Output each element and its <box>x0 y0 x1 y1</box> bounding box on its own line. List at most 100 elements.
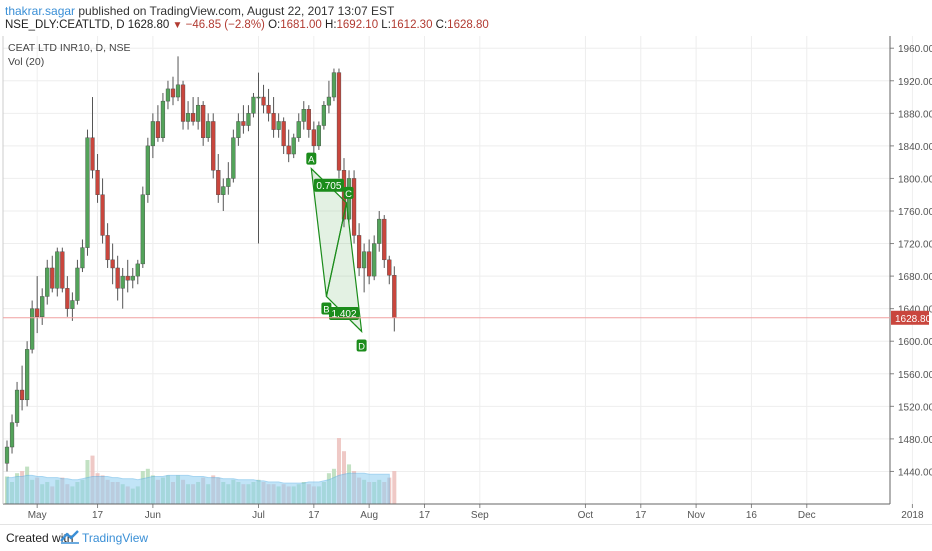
candle <box>145 137 150 203</box>
candle <box>85 129 90 256</box>
candle <box>326 80 332 114</box>
candle <box>90 97 95 179</box>
candle <box>120 267 125 309</box>
candle <box>206 113 211 142</box>
candle <box>190 97 196 126</box>
legend-main: CEAT LTD INR10, D, NSE <box>8 42 131 54</box>
candle <box>125 259 130 293</box>
svg-text:0.705: 0.705 <box>316 181 341 192</box>
x-tick-label: 2018 <box>901 510 924 521</box>
candle <box>256 72 261 244</box>
candle <box>276 113 281 138</box>
tradingview-logo-icon[interactable] <box>60 529 80 550</box>
pattern-ratio: 0.705 <box>313 178 344 192</box>
candle <box>25 341 30 407</box>
high-value: 1692.10 <box>336 19 379 31</box>
candle <box>55 247 60 297</box>
candle <box>201 101 206 146</box>
candle <box>351 170 357 244</box>
candle <box>301 101 306 130</box>
candle <box>241 105 246 134</box>
candle <box>226 162 231 195</box>
y-tick-label: 1440.00 <box>898 467 932 478</box>
x-tick-label: 17 <box>635 510 647 521</box>
high-label: H: <box>325 19 337 31</box>
candle <box>100 178 105 244</box>
candle <box>130 267 135 289</box>
volume-bar <box>392 471 397 504</box>
candle <box>95 154 100 203</box>
x-tick-label: May <box>28 510 47 521</box>
y-tick-label: 1680.00 <box>898 272 932 283</box>
author-link[interactable]: thakrar.sagar <box>5 4 76 18</box>
x-tick-label: 17 <box>419 510 431 521</box>
candle <box>70 292 75 321</box>
candle <box>45 259 50 305</box>
footer: Created with TradingView <box>0 524 932 551</box>
candle <box>35 276 40 334</box>
y-tick-label: 1880.00 <box>898 109 932 120</box>
grid <box>0 36 932 524</box>
candle <box>281 117 286 155</box>
x-tick-label: 17 <box>92 510 104 521</box>
tradingview-brand[interactable]: TradingView <box>82 531 149 545</box>
open-value: 1681.00 <box>280 19 322 31</box>
symbol-text: NSE_DLY:CEATLTD, D <box>5 19 125 31</box>
candle <box>387 255 392 285</box>
candle <box>231 129 236 183</box>
low-value: 1612.30 <box>390 19 433 31</box>
candle <box>170 76 176 106</box>
last-price-badge <box>891 310 929 325</box>
candle <box>105 223 110 268</box>
pattern-point-d: D <box>356 339 367 352</box>
y-tick-label: 1800.00 <box>898 174 932 185</box>
candle <box>80 239 85 273</box>
symbol-line: NSE_DLY:CEATLTD, D 1628.80 ▼ −46.85 (−2.… <box>5 19 489 31</box>
svg-text:A: A <box>308 155 315 166</box>
price-chart[interactable]: A B C D 0.705 1.402 1440.00 1480.00 1520.00 1560… <box>0 36 932 524</box>
x-tick-label: Jul <box>252 510 265 521</box>
candle <box>165 80 171 110</box>
change-text: −46.85 (−2.8%) <box>185 19 265 31</box>
candle <box>14 381 20 427</box>
pattern-point-b: B <box>321 302 332 315</box>
candle <box>185 101 191 130</box>
svg-text:D: D <box>358 341 365 352</box>
candle <box>180 80 186 130</box>
y-tick-label: 1760.00 <box>898 207 932 218</box>
candle <box>155 105 161 142</box>
y-tick-label: 1960.00 <box>898 44 932 55</box>
candle <box>356 223 362 277</box>
chart-area[interactable]: A B C D 0.705 1.402 1440.00 1480.00 1520.00 1560… <box>0 36 932 524</box>
x-tick-label: 16 <box>746 510 758 521</box>
chart-header: thakrar.sagar published on TradingView.c… <box>0 0 932 36</box>
last-price-label: 1628.80 <box>895 314 932 325</box>
change-down-icon: ▼ <box>172 20 183 31</box>
x-tick-label: Jun <box>145 510 161 521</box>
candle <box>4 440 10 472</box>
pattern-ratio: 1.402 <box>329 306 360 320</box>
candle <box>50 255 55 293</box>
candle <box>261 84 266 114</box>
y-tick-label: 1600.00 <box>898 337 932 348</box>
close-label: C: <box>435 19 448 31</box>
candle <box>211 113 216 179</box>
candle <box>216 154 221 203</box>
candles <box>4 56 397 472</box>
last-value: 1628.80 <box>127 19 170 31</box>
y-tick-label: 1560.00 <box>898 370 932 381</box>
pattern-bd-line <box>326 296 362 332</box>
x-tick-label: 17 <box>308 510 320 521</box>
candle <box>316 121 321 150</box>
svg-text:1.402: 1.402 <box>331 309 356 320</box>
candle <box>75 259 80 305</box>
y-tick-label: 1920.00 <box>898 77 932 88</box>
candle <box>221 178 226 211</box>
candle <box>296 113 301 142</box>
x-tick-label: Nov <box>687 510 705 521</box>
candle <box>266 88 271 122</box>
candle <box>9 414 15 454</box>
volume-bar <box>336 438 341 504</box>
candle <box>60 247 65 293</box>
candle <box>336 68 342 179</box>
